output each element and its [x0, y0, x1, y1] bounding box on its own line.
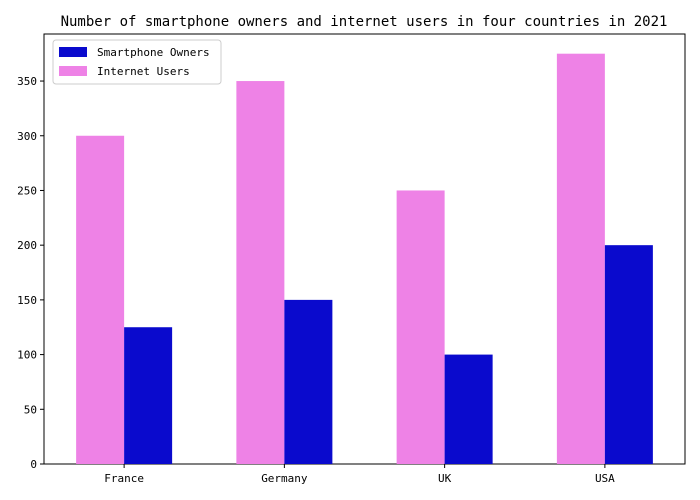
y-axis-ticks: 0 50 100 150 200 250 300 350	[17, 75, 44, 471]
y-tick-label: 0	[30, 458, 37, 471]
legend-swatch	[59, 47, 87, 57]
plot-frame	[43, 33, 686, 465]
y-tick-label: 200	[17, 239, 37, 252]
bar-smartphone-owners-france	[124, 327, 173, 464]
x-axis-ticks: France Germany UK USA	[104, 464, 615, 485]
legend-box	[52, 39, 222, 85]
y-tick-label: 50	[24, 403, 37, 416]
x-tick-label: France	[104, 472, 144, 485]
bar-smartphone-owners-uk	[444, 354, 493, 464]
x-tick-label: UK	[438, 472, 452, 485]
legend-label: Internet Users	[97, 65, 190, 78]
legend: Smartphone Owners Internet Users	[52, 39, 222, 85]
y-tick-label: 100	[17, 349, 37, 362]
y-tick-label: 250	[17, 184, 37, 197]
legend-swatch	[59, 66, 87, 76]
bars	[76, 53, 653, 465]
bar-internet-users-france	[76, 135, 125, 464]
chart-title: Number of smartphone owners and internet…	[61, 14, 668, 30]
axes	[43, 33, 686, 465]
y-tick-label: 150	[17, 294, 37, 307]
bar-smartphone-owners-germany	[284, 299, 333, 464]
bar-smartphone-owners-usa	[604, 245, 653, 464]
x-tick-label: Germany	[261, 472, 308, 485]
x-tick-label: USA	[595, 472, 615, 485]
legend-label: Smartphone Owners	[97, 46, 210, 59]
y-tick-label: 350	[17, 75, 37, 88]
bar-internet-users-usa	[556, 53, 605, 465]
y-tick-label: 300	[17, 130, 37, 143]
bar-internet-users-uk	[396, 190, 445, 464]
bar-internet-users-germany	[236, 81, 285, 465]
